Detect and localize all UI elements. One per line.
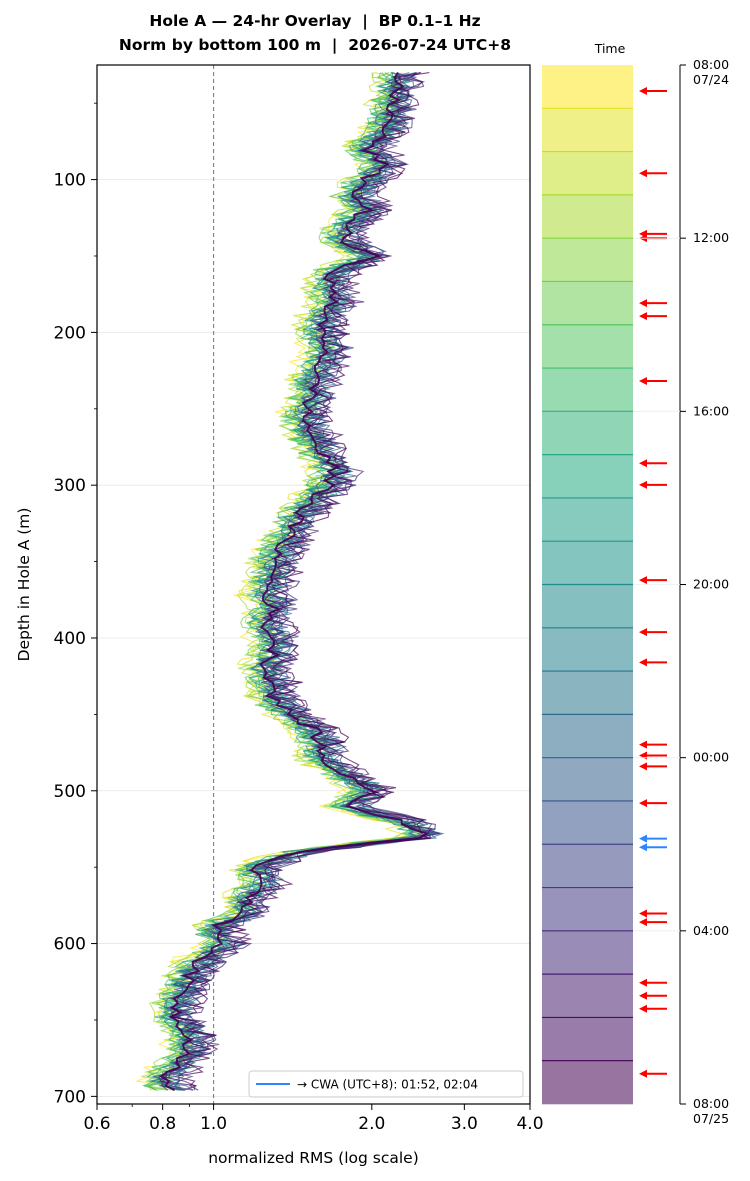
legend: → CWA (UTC+8): 01:52, 02:04: [248, 1070, 524, 1098]
x-tick-label: 4.0: [516, 1114, 543, 1134]
colorbar-bin-1: [542, 65, 633, 109]
red-event-arrow-head: [639, 576, 647, 585]
series-line-5: [151, 72, 425, 1091]
colorbar-bins: [542, 65, 633, 1105]
colorbar-bin-5: [542, 238, 633, 282]
series-line-22: [161, 72, 437, 1091]
time-tick-label: 12:00: [693, 230, 729, 245]
red-event-arrow-head: [639, 169, 647, 178]
x-tick-label: 1.0: [200, 1114, 227, 1134]
main-plot-area: 0.6 0.8 1.0 2.0 3.0 4.0 100 200 300 400 500 600 700…: [15, 64, 544, 1167]
red-event-arrow-head: [639, 1069, 647, 1078]
colorbar-bin-22: [542, 974, 633, 1018]
chart-title-line-1: Hole A — 24-hr Overlay | BP 0.1–1 Hz: [149, 12, 481, 30]
time-tick-label: 16:00: [693, 403, 729, 418]
red-event-arrow-head: [639, 480, 647, 489]
y-tick-label: 400: [54, 629, 86, 649]
red-event-arrow-head: [639, 751, 647, 760]
series-line-11: [157, 72, 423, 1091]
red-event-arrow-head: [639, 459, 647, 468]
series-line-mean: [159, 72, 429, 1092]
red-event-arrow-head: [639, 377, 647, 386]
series-line-18: [153, 72, 442, 1091]
event-arrows: [639, 86, 667, 1078]
legend-entry: → CWA (UTC+8): 01:52, 02:04: [297, 1078, 478, 1092]
series-line-13: [160, 72, 439, 1091]
colorbar-bin-16: [542, 714, 633, 758]
y-tick-label: 700: [54, 1087, 86, 1107]
colorbar-bin-21: [542, 930, 633, 975]
chart-title-line-2: Norm by bottom 100 m | 2026-07-24 UTC+8: [118, 36, 512, 54]
colorbar-bin-3: [542, 151, 633, 196]
x-tick-label: 0.6: [83, 1114, 110, 1134]
red-event-arrow-head: [639, 1004, 647, 1013]
series-line-8: [142, 72, 431, 1091]
time-tick-label: 20:00: [693, 577, 729, 592]
colorbar-bin-7: [542, 324, 633, 369]
colorbar-bin-8: [542, 368, 633, 412]
red-event-arrow-head: [639, 299, 647, 308]
colorbar-title: Time: [594, 41, 626, 56]
red-event-arrow-head: [639, 991, 647, 1000]
x-axis-label: normalized RMS (log scale): [208, 1149, 419, 1167]
time-tick-label: 08:00 07/25: [693, 1096, 729, 1126]
colorbar-bin-9: [542, 411, 633, 455]
colorbar-bin-14: [542, 627, 633, 672]
x-axis: 0.6 0.8 1.0 2.0 3.0 4.0: [83, 1104, 544, 1134]
colorbar-bin-12: [542, 541, 633, 585]
colorbar-bin-15: [542, 671, 633, 715]
y-tick-label: 300: [54, 476, 86, 496]
colorbar-bin-23: [542, 1017, 633, 1062]
y-axis-label: Depth in Hole A (m): [15, 508, 33, 662]
red-event-arrow-head: [639, 658, 647, 667]
y-tick-label: 600: [54, 935, 86, 955]
colorbar-bin-20: [542, 887, 633, 932]
red-event-arrow-head: [639, 978, 647, 987]
x-tick-label: 2.0: [358, 1114, 385, 1134]
legend-box: [248, 1070, 524, 1098]
red-event-arrow-head: [639, 312, 647, 321]
red-event-arrow-head: [639, 799, 647, 808]
series-line-24: [171, 72, 431, 1091]
colorbar-bin-24: [542, 1060, 633, 1105]
red-event-arrow-head: [639, 86, 647, 95]
main-plot-frame: [96, 64, 531, 1105]
cwa-event-arrow-head: [639, 834, 647, 843]
series-line-23: [157, 72, 433, 1091]
red-event-arrow-head: [639, 909, 647, 918]
series-layer: [134, 72, 445, 1092]
time-colorbar: Time 08:00 07/24 12:00 16:00 20:00 00:00 04:00…: [542, 41, 729, 1126]
series-line-21: [161, 72, 441, 1091]
series-line-6: [145, 72, 420, 1091]
colorbar-bin-13: [542, 584, 633, 629]
red-event-arrow-head: [639, 628, 647, 637]
series-line-15: [151, 72, 423, 1091]
time-tick-label: 04:00: [693, 923, 729, 938]
red-event-arrow-head: [639, 918, 647, 927]
x-tick-label: 0.8: [149, 1114, 176, 1134]
colorbar-bin-10: [542, 454, 633, 499]
time-tick-label: 00:00: [693, 750, 729, 765]
cwa-event-arrow-head: [639, 843, 647, 852]
time-tick-label: 08:00 07/24: [693, 57, 729, 87]
colorbar-bin-19: [542, 844, 633, 888]
colorbar-time-axis: 08:00 07/24 12:00 16:00 20:00 00:00 04:00 08:00…: [633, 57, 729, 1126]
red-event-arrow-head: [639, 740, 647, 749]
colorbar-bin-4: [542, 194, 633, 239]
y-tick-label: 200: [54, 323, 86, 343]
colorbar-bin-2: [542, 108, 633, 152]
colorbar-bin-6: [542, 281, 633, 326]
y-axis: 100 200 300 400 500 600 700: [54, 102, 97, 1107]
grid-lines: [97, 179, 530, 1097]
y-tick-label: 500: [54, 782, 86, 802]
series-line-7: [143, 72, 433, 1091]
y-tick-label: 100: [54, 171, 86, 191]
red-event-arrow-head: [639, 762, 647, 771]
colorbar-bin-11: [542, 497, 633, 542]
colorbar-bin-17: [542, 757, 633, 802]
colorbar-bin-18: [542, 800, 633, 845]
x-tick-label: 3.0: [451, 1114, 478, 1134]
